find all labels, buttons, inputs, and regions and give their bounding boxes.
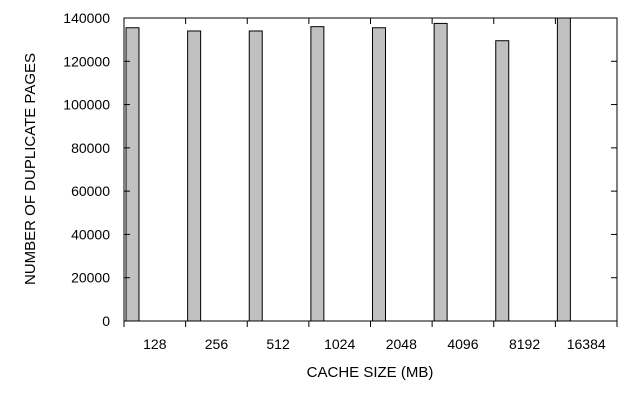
- bar-1024: [310, 26, 325, 322]
- bar-256: [187, 30, 202, 322]
- y-tick-label: 0: [102, 313, 110, 329]
- x-tick-label: 16384: [567, 336, 606, 352]
- y-ticks-group: 0 20000 40000 60000 80000 100000 120000 140000: [63, 10, 617, 329]
- y-tick-label: 100000: [63, 97, 110, 113]
- x-tick-label: 128: [143, 336, 167, 352]
- y-tick-label: 120000: [63, 53, 110, 69]
- x-axis-title: CACHE SIZE (MB): [307, 364, 434, 381]
- bar-8192: [495, 40, 510, 322]
- x-tick-label: 8192: [509, 336, 540, 352]
- bar-2048: [372, 27, 386, 322]
- bar-128: [125, 27, 140, 322]
- y-tick-label: 140000: [63, 10, 110, 26]
- x-tick-label: 1024: [324, 336, 355, 352]
- x-tick-label: 256: [205, 336, 229, 352]
- y-axis-title: NUMBER OF DUPLICATE PAGES: [22, 53, 39, 285]
- x-ticks-group: 128 256 512 1024 2048 4096 8192 16384: [123, 18, 618, 352]
- bar-4096: [433, 22, 448, 322]
- y-tick-label: 80000: [71, 140, 110, 156]
- x-tick-label: 2048: [386, 336, 417, 352]
- bar-512: [248, 30, 263, 322]
- y-tick-label: 40000: [71, 226, 110, 242]
- x-tick-label: 4096: [447, 336, 478, 352]
- bar-16384: [556, 17, 571, 322]
- bars-group: [125, 17, 571, 322]
- x-tick-label: 512: [266, 336, 290, 352]
- y-tick-label: 20000: [71, 270, 110, 286]
- y-tick-label: 60000: [71, 183, 110, 199]
